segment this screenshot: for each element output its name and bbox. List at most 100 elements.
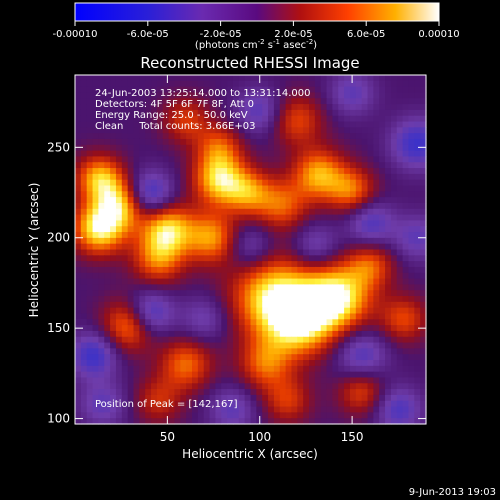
heatmap-cell <box>110 330 117 338</box>
heatmap-cell <box>373 325 380 332</box>
heatmap-cell <box>309 115 316 123</box>
heatmap-cell <box>285 75 293 82</box>
heatmap-cell <box>420 144 427 152</box>
heatmap-cell <box>244 156 252 163</box>
heatmap-cell <box>297 348 304 355</box>
heatmap-cell <box>256 377 263 384</box>
heatmap-cell <box>80 232 88 239</box>
heatmap-cell <box>326 249 333 256</box>
heatmap-cell <box>367 290 374 297</box>
heatmap-cell <box>361 121 369 128</box>
heatmap-cell <box>238 75 246 82</box>
heatmap-cell <box>256 243 263 251</box>
heatmap-cell <box>168 168 176 175</box>
heatmap-cell <box>156 266 164 274</box>
heatmap-cell <box>180 330 187 338</box>
heatmap-cell <box>180 354 187 361</box>
heatmap-cell <box>344 249 351 256</box>
heatmap-cell <box>115 400 123 408</box>
heatmap-cell <box>373 278 380 285</box>
heatmap-cell <box>268 389 275 396</box>
heatmap-cell <box>279 272 287 280</box>
heatmap-cell <box>98 360 105 367</box>
heatmap-cell <box>127 301 135 309</box>
heatmap-cell <box>268 214 275 222</box>
heatmap-cell <box>174 109 181 117</box>
heatmap-cell <box>379 330 386 338</box>
heatmap-cell <box>303 75 310 82</box>
heatmap-cell <box>127 400 135 408</box>
x-tick-label: 150 <box>341 430 364 444</box>
heatmap-cell <box>86 173 94 181</box>
heatmap-cell <box>151 313 158 320</box>
heatmap-cell <box>338 278 345 285</box>
heatmap-cell <box>326 144 333 152</box>
heatmap-cell <box>332 266 339 274</box>
heatmap-cell <box>151 150 158 158</box>
heatmap-cell <box>168 173 176 181</box>
heatmap-cell <box>127 266 135 274</box>
heatmap-cell <box>180 301 187 309</box>
heatmap-cell <box>221 325 228 332</box>
heatmap-cell <box>285 313 293 320</box>
heatmap-cell <box>168 98 176 105</box>
heatmap-cell <box>390 162 398 169</box>
heatmap-cell <box>285 168 293 175</box>
heatmap-cell <box>326 290 333 297</box>
heatmap-cell <box>402 156 410 163</box>
heatmap-cell <box>133 138 140 146</box>
heatmap-cell <box>268 290 275 297</box>
heatmap-cell <box>414 237 421 245</box>
heatmap-cell <box>373 127 380 134</box>
heatmap-cell <box>379 202 386 210</box>
heatmap-cell <box>168 138 176 146</box>
heatmap-cell <box>75 237 82 245</box>
heatmap-cell <box>291 406 298 413</box>
heatmap-cell <box>98 214 105 222</box>
heatmap-cell <box>367 179 374 187</box>
heatmap-cell <box>115 360 123 367</box>
heatmap-cell <box>133 319 140 326</box>
heatmap-cell <box>408 313 415 320</box>
heatmap-cell <box>250 383 257 390</box>
heatmap-cell <box>420 319 427 326</box>
heatmap-cell <box>227 162 234 169</box>
heatmap-cell <box>186 197 193 204</box>
heatmap-cell <box>332 133 339 140</box>
heatmap-cell <box>332 168 339 175</box>
heatmap-cell <box>156 389 164 396</box>
heatmap-cell <box>127 202 135 210</box>
heatmap-cell <box>80 208 88 216</box>
heatmap-cell <box>98 75 105 82</box>
heatmap-cell <box>344 86 351 94</box>
heatmap-cell <box>75 301 82 309</box>
heatmap-cell <box>379 400 386 408</box>
heatmap-cell <box>75 197 82 204</box>
heatmap-cell <box>86 220 94 227</box>
heatmap-cell <box>367 208 374 216</box>
heatmap-cell <box>408 208 415 216</box>
heatmap-cell <box>80 336 88 344</box>
heatmap-cell <box>227 313 234 320</box>
heatmap-cell <box>139 104 146 111</box>
heatmap-cell <box>221 104 228 111</box>
heatmap-cell <box>361 266 369 274</box>
heatmap-cell <box>227 383 234 390</box>
heatmap-cell <box>385 156 392 163</box>
heatmap-cell <box>75 348 82 355</box>
heatmap-cell <box>367 115 374 123</box>
heatmap-cell <box>227 150 234 158</box>
heatmap-cell <box>297 330 304 338</box>
heatmap-cell <box>156 150 164 158</box>
heatmap-cell <box>232 179 240 187</box>
heatmap-cell <box>80 133 88 140</box>
heatmap-cell <box>250 255 257 262</box>
heatmap-cell <box>297 226 304 233</box>
heatmap-cell <box>332 284 339 291</box>
heatmap-cell <box>390 92 398 99</box>
heatmap-cell <box>186 272 193 280</box>
heatmap-cell <box>303 156 310 163</box>
heatmap-cell <box>162 243 170 251</box>
heatmap-cell <box>244 104 252 111</box>
heatmap-cell <box>145 418 152 425</box>
